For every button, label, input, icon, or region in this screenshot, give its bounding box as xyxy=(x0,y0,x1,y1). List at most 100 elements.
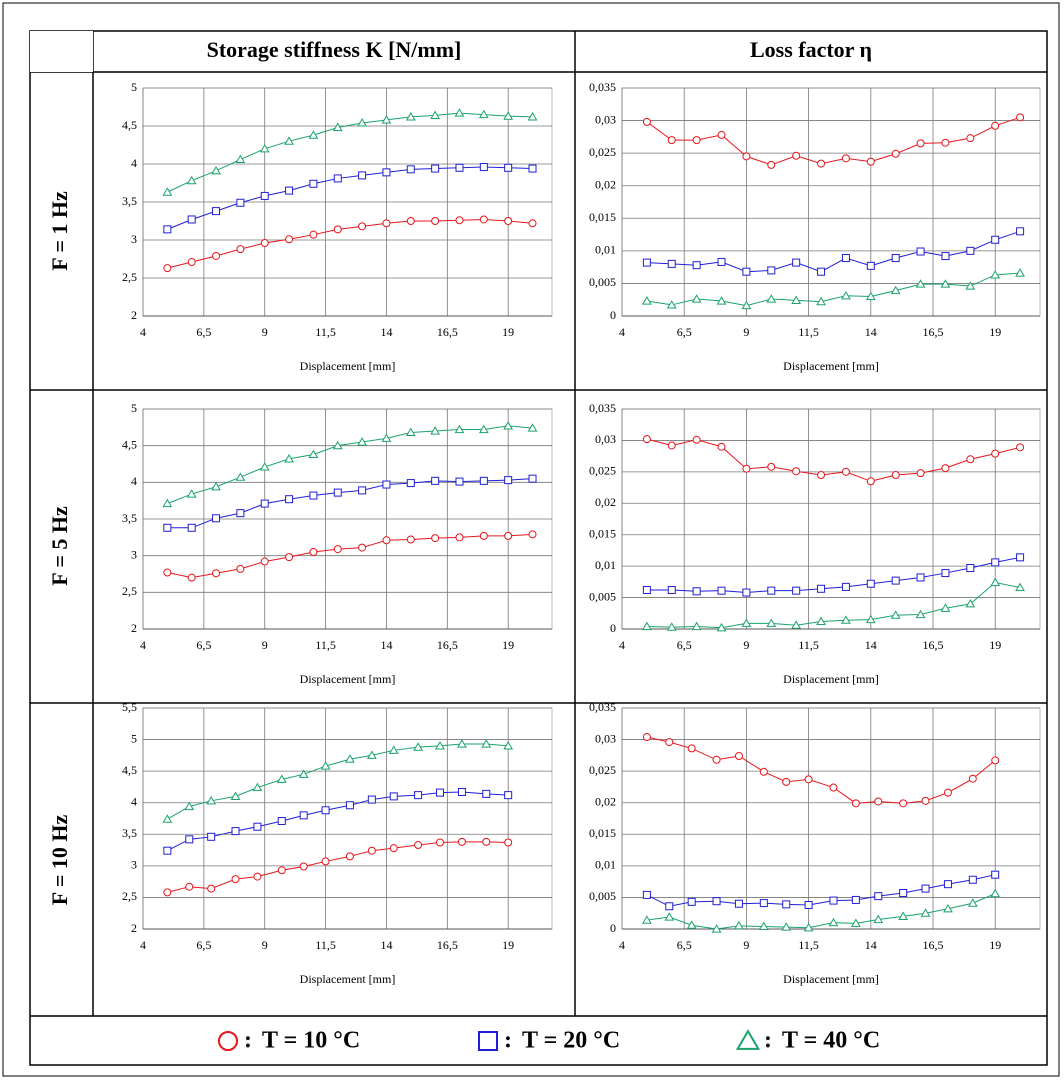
x-tick-label: 6,5 xyxy=(196,325,211,339)
y-tick-label: 4 xyxy=(131,794,137,808)
marker xyxy=(184,801,195,811)
marker xyxy=(357,118,368,127)
y-tick-label: 0,005 xyxy=(589,889,616,903)
y-tick-label: 0,005 xyxy=(589,275,616,289)
marker xyxy=(276,774,287,783)
marker xyxy=(259,143,270,153)
y-tick-label: 2 xyxy=(131,308,137,322)
marker xyxy=(991,870,1000,879)
marker xyxy=(966,246,975,255)
marker xyxy=(891,254,900,263)
marker xyxy=(163,888,172,897)
marker xyxy=(454,424,465,434)
marker xyxy=(479,163,488,172)
marker xyxy=(941,252,950,261)
marker xyxy=(333,488,342,497)
marker xyxy=(333,225,342,234)
y-tick-label: 0,025 xyxy=(589,763,616,777)
marker xyxy=(758,921,769,931)
column-header: Storage stiffness K [N/mm] xyxy=(207,37,462,62)
marker xyxy=(851,799,860,808)
marker xyxy=(966,134,975,143)
marker xyxy=(641,915,652,924)
marker xyxy=(321,857,330,866)
y-tick-label: 0,025 xyxy=(589,145,616,159)
y-tick-label: 0,015 xyxy=(589,526,616,540)
marker xyxy=(345,754,355,763)
series-line xyxy=(167,112,533,193)
marker xyxy=(829,896,838,905)
series-line xyxy=(646,736,996,804)
legend-label: T = 20 °C xyxy=(522,1028,620,1054)
marker xyxy=(990,888,1001,898)
marker xyxy=(716,296,727,305)
marker xyxy=(899,889,908,898)
marker xyxy=(766,618,777,627)
chart: 2 2,5 3 3,5 4 4,5 5 5,5 4 6,5 9 11,5 14 16,5 19 Displac… xyxy=(122,700,553,986)
marker xyxy=(874,797,883,806)
series-line xyxy=(646,893,996,930)
marker xyxy=(504,217,513,225)
marker xyxy=(185,835,194,844)
marker xyxy=(284,136,294,145)
marker xyxy=(252,782,263,792)
marker xyxy=(967,898,978,907)
marker xyxy=(686,920,697,929)
marker xyxy=(866,261,875,270)
chart: 2 2,5 3 3,5 4 4,5 5 4 6,5 9 11,5 14 16,5 19 Displaceme… xyxy=(122,401,553,686)
marker xyxy=(406,479,415,488)
marker xyxy=(406,535,415,544)
marker xyxy=(742,464,751,473)
marker xyxy=(320,761,331,770)
marker xyxy=(866,579,875,588)
marker xyxy=(430,426,441,435)
y-tick-label: 2,5 xyxy=(122,889,137,903)
marker xyxy=(504,531,513,540)
marker xyxy=(642,435,651,444)
marker xyxy=(941,569,950,578)
marker xyxy=(781,922,792,931)
marker xyxy=(891,576,900,585)
marker xyxy=(791,295,802,304)
marker xyxy=(260,557,269,566)
marker xyxy=(717,442,726,451)
y-tick-label: 3 xyxy=(131,858,137,872)
y-tick-label: 0,025 xyxy=(589,464,616,478)
marker xyxy=(742,152,751,161)
marker xyxy=(792,258,801,267)
marker xyxy=(186,175,197,185)
marker xyxy=(503,421,514,430)
marker xyxy=(212,514,221,523)
y-tick-label: 0,01 xyxy=(595,243,616,257)
marker xyxy=(381,115,392,124)
marker xyxy=(921,884,930,893)
marker xyxy=(966,564,975,573)
marker xyxy=(966,455,975,464)
marker xyxy=(309,491,318,500)
marker xyxy=(767,266,776,275)
chart: 0 0,005 0,01 0,015 0,02 0,025 0,03 0,035 4 6,5 9 11… xyxy=(589,80,1041,373)
x-axis-title: Displacement [mm] xyxy=(783,359,879,373)
marker xyxy=(231,827,240,836)
y-tick-label: 0 xyxy=(610,921,616,935)
marker xyxy=(841,467,850,476)
marker xyxy=(711,924,722,933)
marker xyxy=(481,739,492,748)
series-line xyxy=(167,791,509,852)
marker xyxy=(759,767,768,776)
marker xyxy=(667,441,676,450)
marker xyxy=(479,476,488,485)
y-tick-label: 0,035 xyxy=(589,401,616,415)
marker xyxy=(687,744,696,753)
marker xyxy=(277,817,286,826)
y-tick-label: 3 xyxy=(131,232,137,246)
marker xyxy=(236,509,245,518)
marker xyxy=(332,440,343,450)
marker xyxy=(641,296,652,305)
marker xyxy=(873,914,884,924)
marker xyxy=(991,449,1000,458)
x-tick-label: 11,5 xyxy=(315,638,336,652)
marker xyxy=(187,258,196,267)
series-line xyxy=(646,230,1021,273)
y-tick-label: 3 xyxy=(131,547,137,561)
